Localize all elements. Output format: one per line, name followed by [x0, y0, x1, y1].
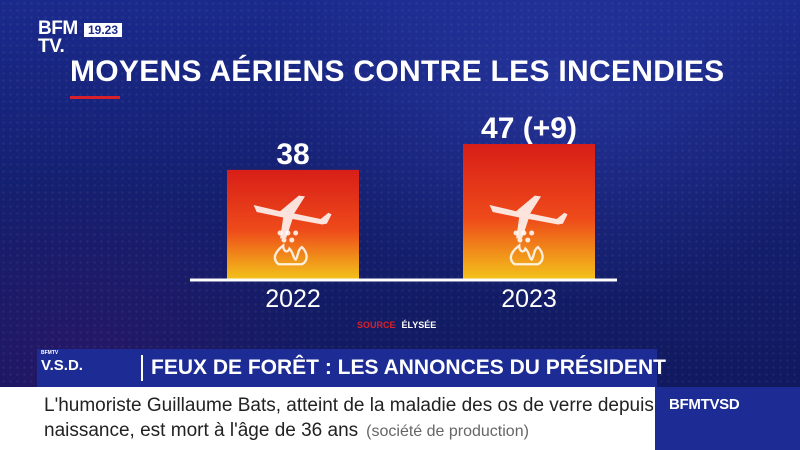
source-credit: SOURCE ÉLYSÉE	[357, 320, 436, 330]
logo-line-2: TV.	[38, 36, 65, 57]
news-ticker: L'humoriste Guillaume Bats, atteint de l…	[0, 387, 679, 450]
program-small-logo: BFMTV	[41, 350, 59, 356]
banner-separator	[141, 355, 143, 381]
title-underline	[70, 96, 120, 99]
source-label: SOURCE	[357, 320, 396, 330]
ticker-credit: (société de production)	[366, 423, 529, 440]
bfmtv-logo: BFM TV.	[38, 18, 78, 57]
ticker-line-2-text: naissance, est mort à l'âge de 36 ans	[44, 420, 359, 441]
value-label-2023: 47 (+9)	[481, 112, 577, 145]
chart-title: MOYENS AÉRIENS CONTRE LES INCENDIES	[70, 55, 725, 88]
labels-layer: 38 2022 47 (+9) 2023	[265, 112, 577, 313]
channel-badge: BFMTVSD	[655, 387, 800, 450]
value-label-2022: 38	[276, 138, 309, 171]
bar-2022	[227, 169, 359, 279]
program-name: BFMTV V.S.D.	[41, 350, 83, 374]
headline-text: FEUX DE FORÊT : LES ANNONCES DU PRÉSIDEN…	[151, 356, 666, 379]
channel-name: BFMTVSD	[669, 396, 740, 413]
logo-line-1: BFM	[38, 18, 78, 39]
ticker-line-1: L'humoriste Guillaume Bats, atteint de l…	[44, 395, 680, 416]
headline-banner: BFMTV V.S.D. FEUX DE FORÊT : LES ANNONCE…	[37, 349, 666, 387]
ticker-line-2: naissance, est mort à l'âge de 36 ans (so…	[44, 420, 529, 442]
program-name-text: V.S.D.	[41, 357, 83, 374]
source-value: ÉLYSÉE	[401, 320, 437, 330]
bars-layer	[227, 144, 595, 279]
clock: 19.23	[84, 23, 123, 37]
category-label-2022: 2022	[265, 285, 321, 313]
category-label-2023: 2023	[501, 285, 557, 313]
